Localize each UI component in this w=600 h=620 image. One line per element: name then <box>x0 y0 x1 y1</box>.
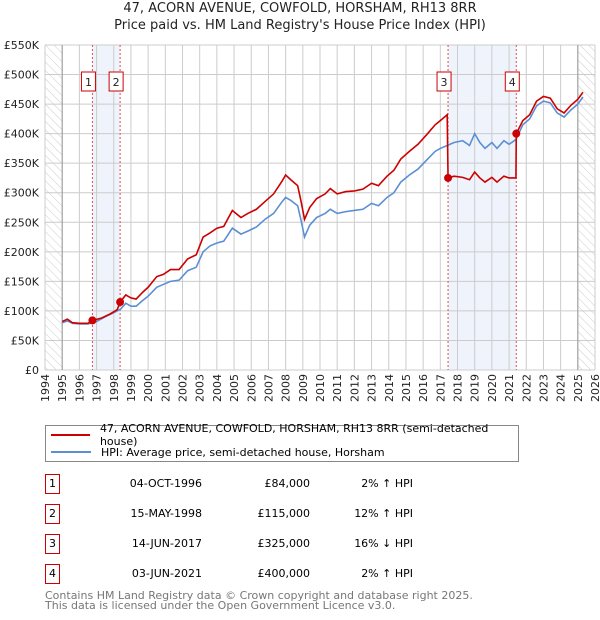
sale-point <box>116 298 125 307</box>
sale-price: £400,000 <box>257 567 311 580</box>
legend-label-hpi: HPI: Average price, semi-detached house,… <box>101 445 385 459</box>
sale-row: 1 04-OCT-1996 £84,000 2% ↑ HPI <box>45 474 445 494</box>
x-tick-label: 2017 <box>434 374 447 402</box>
sale-label: 2 <box>113 76 120 89</box>
y-tick-label: £200K <box>4 246 40 259</box>
x-tick-label: 2016 <box>417 374 430 402</box>
x-tick-label: 2003 <box>194 374 207 402</box>
y-tick-label: £300K <box>4 187 40 200</box>
y-tick-label: £50K <box>11 334 40 347</box>
sale-hpi-diff: 12% ↑ HPI <box>354 507 413 520</box>
sale-number-badge: 3 <box>45 534 60 554</box>
sale-price: £115,000 <box>257 507 311 520</box>
x-tick-label: 2000 <box>142 374 155 402</box>
sale-period-shade <box>448 45 517 370</box>
sale-point <box>444 173 453 182</box>
y-tick-label: £500K <box>4 69 40 82</box>
footer-copyright: Contains HM Land Registry data © Crown c… <box>45 589 473 602</box>
y-tick-label: £400K <box>4 128 40 141</box>
sale-label: 3 <box>441 76 448 89</box>
y-tick-label: £100K <box>4 305 40 318</box>
sale-label-box <box>436 71 452 92</box>
x-tick-label: 2002 <box>177 374 190 402</box>
sale-label-box <box>504 71 520 92</box>
sale-hpi-diff: 2% ↑ HPI <box>361 567 413 580</box>
x-tick-label: 2026 <box>589 374 600 402</box>
x-tick-label: 2006 <box>245 374 258 402</box>
x-tick-label: 2020 <box>486 374 499 402</box>
x-tick-label: 2009 <box>297 374 310 402</box>
x-tick-label: 2004 <box>211 374 224 402</box>
property-price-line <box>61 91 584 325</box>
sale-row: 3 14-JUN-2017 £325,000 16% ↓ HPI <box>45 534 445 554</box>
no-data-hatch <box>45 45 63 370</box>
sale-label: 4 <box>509 76 516 89</box>
x-tick-label: 2014 <box>383 374 396 402</box>
y-tick-label: £550K <box>4 39 40 52</box>
x-tick-label: 2022 <box>520 374 533 402</box>
x-tick-label: 2011 <box>331 374 344 402</box>
sale-row: 4 03-JUN-2021 £400,000 2% ↑ HPI <box>45 564 445 584</box>
y-tick-label: £450K <box>4 98 40 111</box>
sale-number-badge: 4 <box>45 564 60 584</box>
x-tick-label: 2010 <box>314 374 327 402</box>
sale-date: 14-JUN-2017 <box>131 537 202 550</box>
legend-blue-line <box>51 451 91 453</box>
legend-red-line <box>51 434 90 436</box>
x-tick-label: 2001 <box>159 374 172 402</box>
sale-date: 15-MAY-1998 <box>130 507 202 520</box>
no-data-hatch <box>577 45 595 370</box>
y-tick-label: £250K <box>4 216 40 229</box>
sale-price: £325,000 <box>257 537 311 550</box>
x-tick-label: 1997 <box>91 374 104 402</box>
y-tick-label: £350K <box>4 157 40 170</box>
sale-label-box <box>108 71 124 92</box>
legend: 47, ACORN AVENUE, COWFOLD, HORSHAM, RH13… <box>45 422 519 462</box>
x-tick-label: 1994 <box>39 374 52 402</box>
x-tick-label: 1999 <box>125 374 138 402</box>
sale-price: £84,000 <box>264 477 311 490</box>
x-tick-label: 2013 <box>366 374 379 402</box>
sale-number-badge: 2 <box>45 504 60 524</box>
x-tick-label: 1995 <box>56 374 69 402</box>
x-tick-label: 2023 <box>537 374 550 402</box>
x-tick-label: 2025 <box>572 374 585 402</box>
hpi-line <box>61 96 584 325</box>
footer-licence: This data is licensed under the Open Gov… <box>45 599 396 612</box>
sale-number-badge: 1 <box>45 474 60 494</box>
x-tick-label: 1998 <box>108 374 121 402</box>
y-tick-label: £150K <box>4 275 40 288</box>
x-tick-label: 2015 <box>400 374 413 402</box>
x-tick-label: 2008 <box>280 374 293 402</box>
x-tick-label: 2005 <box>228 374 241 402</box>
y-tick-label: £0 <box>25 364 39 377</box>
sale-point <box>88 316 97 325</box>
x-tick-label: 2018 <box>452 374 465 402</box>
sale-date: 04-OCT-1996 <box>129 477 202 490</box>
sale-row: 2 15-MAY-1998 £115,000 12% ↑ HPI <box>45 504 445 524</box>
chart-title: 47, ACORN AVENUE, COWFOLD, HORSHAM, RH13… <box>123 1 477 16</box>
legend-label-property: 47, ACORN AVENUE, COWFOLD, HORSHAM, RH13… <box>99 422 489 448</box>
price-chart: 1994 1995 1996 1997 1998 1999 2000 2001 2002 2003… <box>4 39 600 402</box>
x-tick-label: 1996 <box>73 374 86 402</box>
chart-subtitle: Price paid vs. HM Land Registry's House … <box>114 18 486 33</box>
sale-hpi-diff: 2% ↑ HPI <box>361 477 413 490</box>
x-tick-label: 2012 <box>348 374 361 402</box>
sale-label-box <box>80 71 96 92</box>
sale-date: 03-JUN-2021 <box>131 567 202 580</box>
x-tick-label: 2019 <box>469 374 482 402</box>
x-tick-label: 2007 <box>262 374 275 402</box>
sale-label: 1 <box>85 76 92 89</box>
x-tick-label: 2021 <box>503 374 516 402</box>
x-tick-label: 2024 <box>555 374 568 402</box>
sale-point <box>512 129 521 138</box>
sale-hpi-diff: 16% ↓ HPI <box>354 537 413 550</box>
